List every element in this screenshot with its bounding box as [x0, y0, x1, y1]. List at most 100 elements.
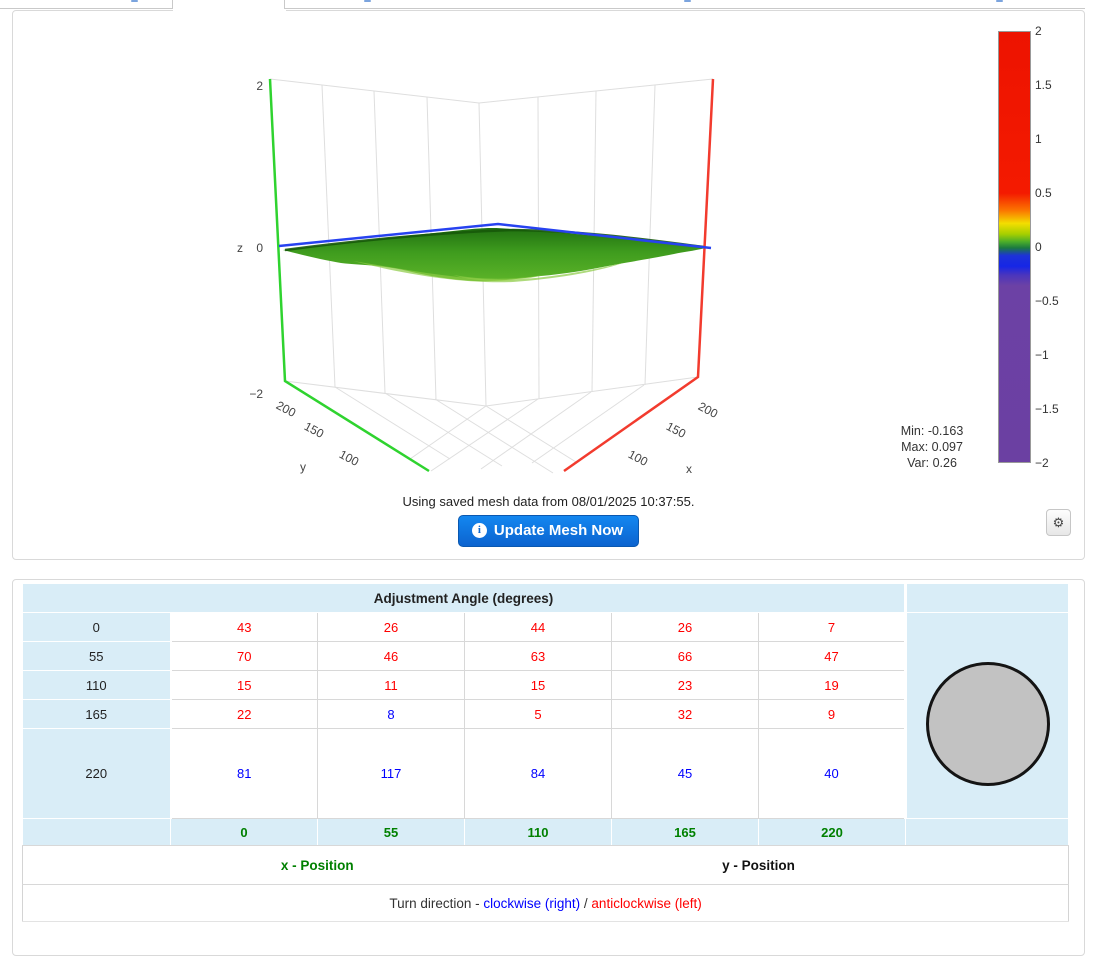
- colorbar-tick: 0: [1035, 240, 1042, 254]
- table-row: 110 15 11 15 23 19: [22, 670, 1069, 700]
- update-mesh-label: Update Mesh Now: [493, 522, 624, 539]
- tab-bar: [0, 0, 1100, 10]
- colorbar-tick: 1.5: [1035, 78, 1052, 92]
- adjustment-table: Adjustment Angle (degrees) 0 43 26 44 26 7 55 70…: [21, 583, 1070, 922]
- table-row: 165 22 8 5 32 9: [22, 699, 1069, 729]
- stat-max: Max: 0.097: [901, 440, 963, 454]
- tab-border: [0, 8, 173, 9]
- surface-plot: 2 0 −2 z 200 150 100 y 200 150 100 x: [237, 78, 721, 476]
- angle-cell[interactable]: 19: [757, 670, 907, 700]
- angle-cell[interactable]: 9: [757, 699, 907, 729]
- tab-label-fragment: [684, 0, 691, 2]
- angle-cell[interactable]: 15: [170, 670, 318, 700]
- angle-cell[interactable]: 70: [170, 641, 318, 671]
- y-axis-label: y: [300, 460, 306, 474]
- tab-label-fragment: [996, 0, 1003, 2]
- col-label: 110: [464, 818, 612, 846]
- table-row: 220 81 117 84 45 40: [22, 728, 1069, 819]
- empty-cell: [905, 845, 1069, 885]
- col-label: 220: [757, 818, 907, 846]
- angle-cell[interactable]: 23: [611, 670, 759, 700]
- angle-cell[interactable]: 40: [757, 728, 907, 819]
- angle-cell[interactable]: 11: [317, 670, 465, 700]
- colorbar-tick: 1: [1035, 132, 1042, 146]
- mesh-surface: [283, 227, 706, 283]
- update-mesh-button[interactable]: i Update Mesh Now: [457, 515, 640, 547]
- angle-cell[interactable]: 43: [170, 612, 318, 642]
- angle-cell[interactable]: 46: [317, 641, 465, 671]
- turn-direction-prefix: Turn direction -: [389, 895, 484, 911]
- info-icon: i: [471, 523, 487, 538]
- y-tick: 150: [302, 419, 327, 441]
- x-tick: 200: [696, 399, 721, 421]
- x-tick: 150: [664, 419, 689, 441]
- z-axis-label: z: [237, 241, 243, 255]
- z-tick: 2: [256, 79, 263, 93]
- angle-cell[interactable]: 5: [464, 699, 612, 729]
- angle-cell[interactable]: 15: [464, 670, 612, 700]
- empty-corner: [22, 818, 171, 846]
- z-tick: −2: [249, 387, 263, 401]
- turn-direction-row: Turn direction - clockwise (right) / ant…: [22, 884, 1069, 922]
- mesh-stats: Min: -0.163 Max: 0.097 Var: 0.26: [832, 423, 1032, 471]
- colorbar: [998, 31, 1031, 463]
- table-row: 0 43 26 44 26 7: [22, 612, 1070, 819]
- angle-cell[interactable]: 8: [317, 699, 465, 729]
- plot-wireframe: [269, 78, 714, 474]
- angle-cell[interactable]: 7: [757, 612, 907, 642]
- row-label: 165: [22, 699, 172, 729]
- angle-cell[interactable]: 32: [611, 699, 759, 729]
- mesh-caption: Using saved mesh data from 08/01/2025 10…: [402, 494, 695, 509]
- x-tick: 100: [626, 447, 651, 469]
- anticlockwise-label: anticlockwise (left): [591, 895, 702, 911]
- y-tick: 200: [274, 398, 299, 420]
- colorbar-tick: −1: [1035, 348, 1049, 362]
- settings-button[interactable]: ⚙: [1046, 509, 1071, 536]
- angle-cell[interactable]: 81: [170, 728, 318, 819]
- tab-border: [284, 0, 285, 9]
- angle-cell[interactable]: 26: [611, 612, 759, 642]
- y-position-label: y - Position: [611, 845, 906, 885]
- row-label: 220: [22, 728, 172, 819]
- colorbar-ticks: 2 1.5 1 0.5 0 −0.5 −1 −1.5 −2: [1035, 11, 1085, 481]
- col-label: 165: [611, 818, 759, 846]
- tab-label-fragment: [364, 0, 371, 2]
- angle-cell[interactable]: 45: [611, 728, 759, 819]
- x-position-label: x - Position: [22, 845, 612, 885]
- row-label: 55: [22, 641, 172, 671]
- table-header-row: Adjustment Angle (degrees): [21, 583, 1070, 613]
- active-tab-gap: [173, 10, 286, 11]
- colorbar-tick: −0.5: [1035, 294, 1059, 308]
- angle-cell[interactable]: 22: [170, 699, 318, 729]
- x-axis-label: x: [686, 462, 692, 476]
- angle-cell[interactable]: 117: [317, 728, 465, 819]
- angle-cell[interactable]: 63: [464, 641, 612, 671]
- adjustment-table-panel: Adjustment Angle (degrees) 0 43 26 44 26 7 55 70…: [12, 579, 1085, 956]
- mesh-plot-panel: 2 0 −2 z 200 150 100 y 200 150 100 x 2 1.…: [12, 10, 1085, 560]
- table-title: Adjustment Angle (degrees): [21, 583, 907, 613]
- wheel-cell: [904, 612, 1070, 819]
- gear-icon: ⚙: [1052, 515, 1065, 530]
- y-tick: 100: [337, 447, 362, 469]
- tab-label-fragment: [131, 0, 138, 2]
- wheel-graphic: [925, 661, 1050, 786]
- angle-cell[interactable]: 84: [464, 728, 612, 819]
- angle-cell[interactable]: 66: [611, 641, 759, 671]
- turn-direction-separator: /: [580, 895, 592, 911]
- tab-border: [172, 0, 173, 9]
- turn-direction-note: Turn direction - clockwise (right) / ant…: [22, 884, 1069, 922]
- angle-cell[interactable]: 26: [317, 612, 465, 642]
- row-label: 110: [22, 670, 172, 700]
- tab-2-active[interactable]: [173, 0, 285, 10]
- empty-corner: [905, 818, 1070, 846]
- row-label: 0: [22, 612, 172, 642]
- angle-cell[interactable]: 44: [464, 612, 612, 642]
- column-labels-row: 0 55 110 165 220: [22, 818, 1070, 846]
- axis-labels-row: x - Position y - Position: [22, 845, 1069, 885]
- zero-level-line: [278, 222, 712, 250]
- stat-min: Min: -0.163: [900, 424, 964, 438]
- col-label: 55: [317, 818, 465, 846]
- colorbar-tick: −1.5: [1035, 402, 1059, 416]
- angle-cell[interactable]: 47: [757, 641, 907, 671]
